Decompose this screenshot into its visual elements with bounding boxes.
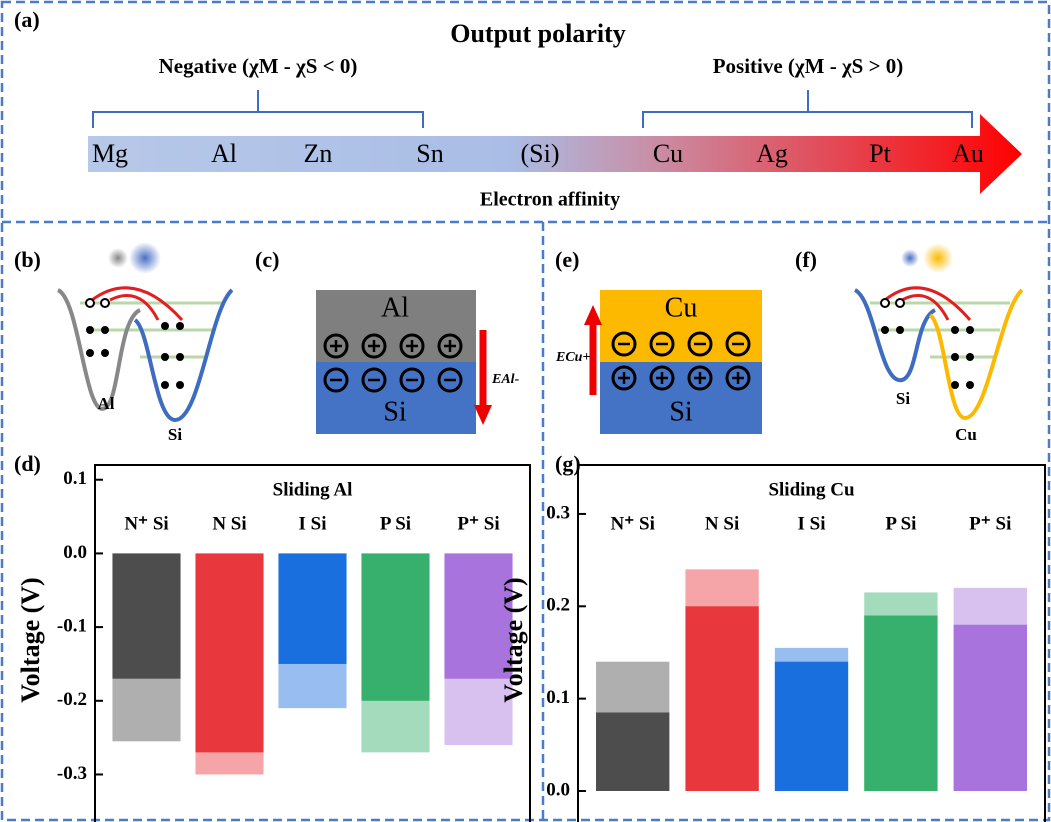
field-label: ECu+	[555, 350, 590, 365]
bar	[278, 553, 346, 664]
y-tick-label: 0.1	[546, 687, 570, 708]
element-label: Mg	[92, 139, 128, 168]
block-label: Al	[381, 292, 409, 323]
panel-label: (a)	[14, 7, 40, 32]
category-label: N Si	[705, 513, 739, 534]
well	[58, 290, 140, 409]
negative-label: Negative (χM - χS < 0)	[159, 54, 358, 78]
bracket	[93, 90, 423, 128]
blur	[108, 248, 128, 268]
bar	[775, 662, 848, 791]
block-label: Si	[383, 396, 407, 427]
energy-level	[870, 303, 1010, 357]
well-label: Al	[98, 394, 115, 413]
well-label: Cu	[955, 425, 977, 444]
element-label: Au	[952, 139, 984, 168]
blur	[901, 249, 919, 267]
y-tick-label: 0.0	[546, 779, 570, 800]
y-tick-label: 0.2	[546, 595, 570, 616]
blur	[923, 243, 953, 273]
category-label: I Si	[798, 513, 826, 534]
category-label: I Si	[299, 513, 327, 534]
panel-label: (e)	[555, 247, 579, 272]
y-axis-title: Voltage (V)	[16, 577, 45, 702]
element-label: Cu	[653, 139, 683, 168]
bar	[864, 616, 937, 791]
element-label: Pt	[869, 139, 891, 168]
field-arrow	[584, 305, 602, 325]
element-label: (Si)	[521, 139, 560, 168]
positive-label: Positive (χM - χS > 0)	[713, 54, 904, 78]
category-label: N Si	[212, 513, 246, 534]
category-label: P⁺ Si	[457, 513, 499, 534]
category-label: P Si	[885, 513, 916, 534]
element-label: Zn	[304, 139, 333, 168]
axis-label: Electron affinity	[480, 189, 620, 211]
panel-label: (b)	[14, 247, 41, 272]
well-label: Si	[168, 425, 182, 444]
element-label: Al	[211, 139, 237, 168]
bar	[685, 606, 758, 791]
block-label: Cu	[665, 292, 698, 323]
category-label: P⁺ Si	[969, 513, 1011, 534]
panel-label: (c)	[255, 247, 279, 272]
panel-label: (g)	[555, 451, 581, 476]
electron	[881, 299, 974, 389]
blur	[129, 242, 161, 274]
y-tick-label: 0.0	[63, 542, 87, 563]
y-tick-label: 0.3	[546, 502, 570, 523]
polarity-title: Output polarity	[450, 19, 626, 48]
y-axis-title: Voltage (V)	[499, 577, 528, 702]
chart-title: Sliding Al	[273, 479, 353, 500]
field-arrow	[474, 405, 492, 425]
well-label: Si	[896, 389, 910, 408]
field-label: EAl-	[491, 372, 520, 387]
bar	[112, 553, 180, 678]
y-tick-label: -0.2	[57, 689, 87, 710]
well	[930, 290, 1022, 418]
panel-label: (d)	[14, 451, 41, 476]
bar	[596, 712, 669, 790]
bar	[361, 553, 429, 700]
category-label: N⁺ Si	[611, 513, 655, 534]
transfer-arrow	[902, 296, 948, 321]
figure: (a) (b) (c) (d) (e) (f) (g) Output polar…	[0, 0, 1051, 822]
chart-title: Sliding Cu	[768, 479, 855, 500]
element-label: Ag	[756, 139, 788, 168]
category-label: P Si	[380, 513, 411, 534]
bar	[954, 625, 1027, 791]
bracket	[643, 90, 972, 128]
bar	[195, 553, 263, 752]
block-label: Si	[669, 396, 693, 427]
element-label: Sn	[416, 139, 443, 168]
y-tick-label: -0.3	[57, 763, 87, 784]
y-tick-label: 0.1	[63, 468, 87, 489]
category-label: N⁺ Si	[124, 513, 168, 534]
panel-label: (f)	[795, 247, 817, 272]
y-tick-label: -0.1	[57, 615, 87, 636]
well	[135, 290, 232, 420]
